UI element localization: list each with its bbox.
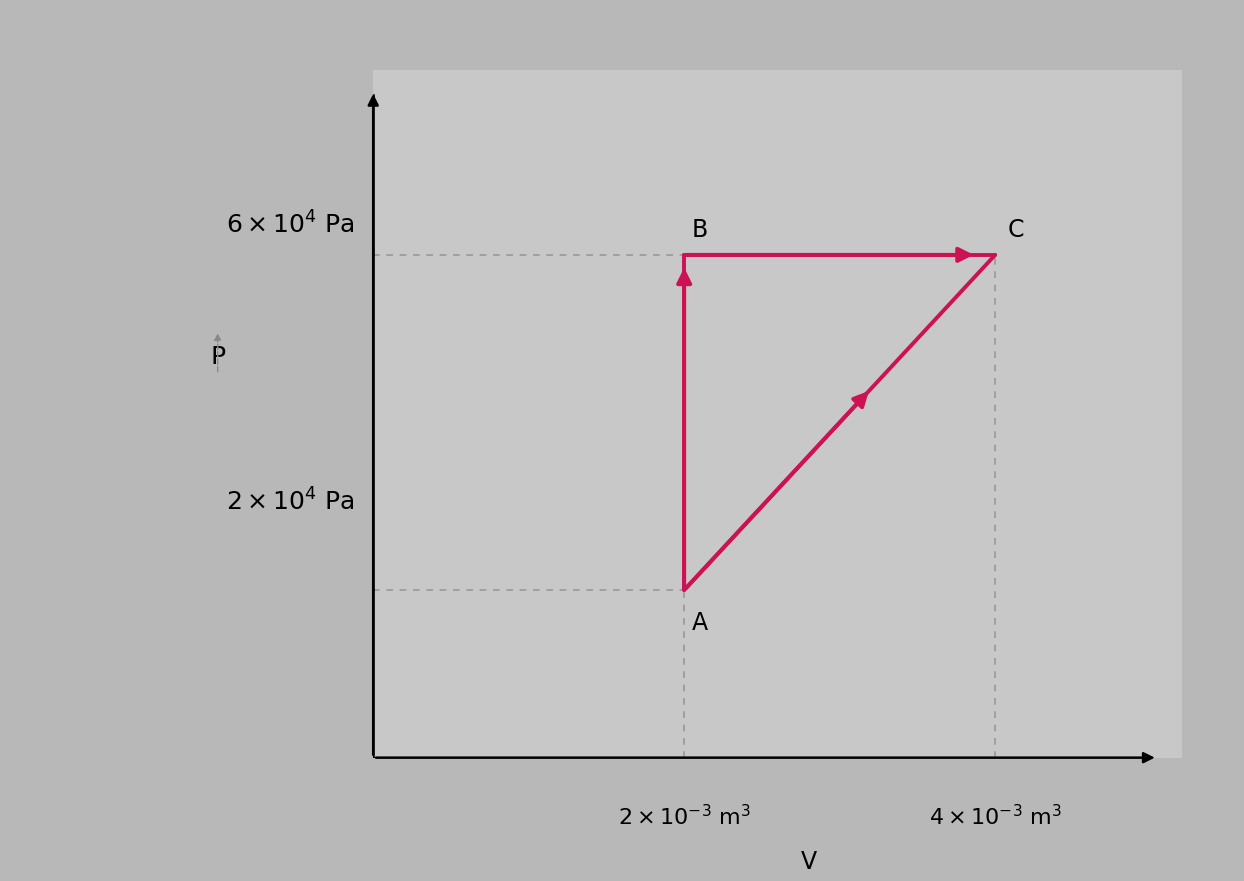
Text: $4\times10^{-3}\ \mathrm{m}^3$: $4\times10^{-3}\ \mathrm{m}^3$	[928, 803, 1062, 829]
Text: C: C	[1008, 218, 1024, 242]
Text: A: A	[692, 611, 708, 635]
Text: $2\times10^4\ \mathrm{Pa}$: $2\times10^4\ \mathrm{Pa}$	[226, 489, 355, 515]
Text: $6\times10^4\ \mathrm{Pa}$: $6\times10^4\ \mathrm{Pa}$	[226, 211, 355, 238]
Text: $2\times10^{-3}\ \mathrm{m}^3$: $2\times10^{-3}\ \mathrm{m}^3$	[617, 803, 751, 829]
Text: B: B	[692, 218, 708, 242]
Text: P: P	[210, 344, 225, 369]
Text: V: V	[801, 850, 816, 874]
